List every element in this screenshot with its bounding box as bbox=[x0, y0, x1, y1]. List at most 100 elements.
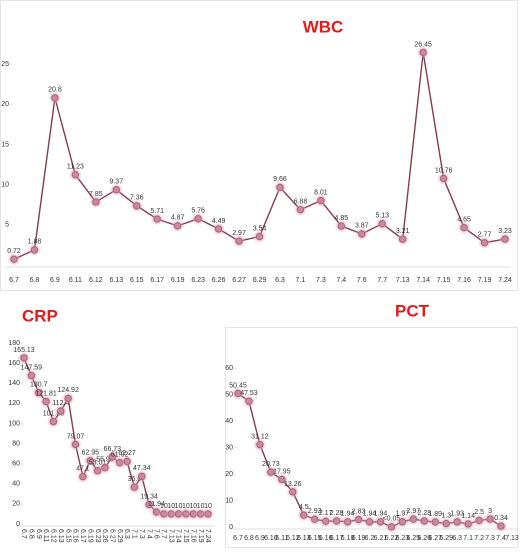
marker bbox=[300, 511, 308, 519]
marker bbox=[116, 459, 124, 467]
marker bbox=[419, 48, 427, 57]
marker bbox=[398, 518, 406, 526]
x-tick-label: 7.15 bbox=[182, 529, 189, 543]
marker bbox=[453, 518, 461, 526]
x-tick-label: 7.16 bbox=[189, 529, 196, 543]
marker bbox=[376, 518, 385, 526]
data-label: 8.01 bbox=[314, 189, 328, 196]
data-label: 66.73 bbox=[104, 446, 122, 453]
data-label: 112.4 bbox=[52, 400, 69, 407]
data-label: 47.1 bbox=[76, 465, 90, 472]
data-label: 31.12 bbox=[251, 433, 269, 440]
marker bbox=[101, 464, 109, 472]
marker bbox=[86, 457, 94, 465]
marker bbox=[130, 483, 138, 491]
x-tick-label: 7.16 bbox=[457, 277, 471, 284]
x-tick-label: 6.12 bbox=[286, 535, 300, 542]
data-label: 1.94 bbox=[341, 511, 355, 518]
data-label: 10 bbox=[204, 503, 212, 510]
x-tick-label: 6.2 bbox=[365, 535, 375, 542]
marker bbox=[475, 516, 483, 524]
x-tick-label: 7.13 bbox=[505, 535, 519, 542]
marker bbox=[365, 518, 374, 526]
x-tick-label: 6.26 bbox=[101, 529, 108, 543]
data-label: 1.93 bbox=[450, 511, 464, 518]
x-tick-label: 6.17 bbox=[330, 535, 344, 542]
marker bbox=[256, 441, 264, 449]
marker bbox=[234, 389, 242, 398]
y-tick-label: 40 bbox=[12, 481, 20, 488]
data-label: 147.59 bbox=[21, 364, 43, 371]
data-label: 1.89 bbox=[428, 511, 442, 518]
marker bbox=[174, 510, 183, 518]
data-label: 10 bbox=[197, 503, 205, 510]
data-label: 20.73 bbox=[262, 461, 280, 468]
x-tick-label: 6.9 bbox=[35, 529, 42, 539]
x-tick-label: 7.13 bbox=[167, 529, 174, 543]
marker bbox=[214, 225, 223, 233]
x-tick-label: 7.1 bbox=[296, 277, 306, 284]
data-label: 2.83 bbox=[352, 508, 366, 515]
y-tick-label: 15 bbox=[1, 141, 9, 148]
data-label: 62.95 bbox=[81, 450, 99, 457]
data-label: 19.34 bbox=[140, 493, 158, 500]
marker bbox=[153, 215, 161, 223]
x-tick-label: 6.8 bbox=[28, 529, 35, 539]
data-label: 2.17 bbox=[319, 510, 333, 517]
data-label: 4.65 bbox=[457, 216, 471, 223]
x-tick-label: 6.10 bbox=[264, 535, 278, 542]
x-tick-label: 7.24 bbox=[498, 277, 512, 284]
x-tick-label: 6.15 bbox=[64, 529, 71, 543]
x-tick-label: 7.4 bbox=[496, 535, 506, 542]
marker bbox=[35, 388, 43, 397]
marker bbox=[343, 518, 352, 526]
y-tick-label: 60 bbox=[225, 365, 233, 372]
x-tick-label: 6.16 bbox=[72, 529, 79, 543]
x-tick-label: 6.13 bbox=[57, 529, 64, 543]
x-tick-label: 7.15 bbox=[437, 277, 451, 284]
y-tick-label: 20 bbox=[1, 101, 9, 108]
marker bbox=[440, 174, 448, 183]
y-tick-label: 80 bbox=[12, 440, 20, 447]
marker bbox=[267, 468, 275, 476]
data-label: 36.6 bbox=[128, 476, 142, 483]
y-tick-label: 40 bbox=[225, 418, 233, 425]
y-tick-label: 10 bbox=[1, 181, 9, 188]
x-tick-label: 7.24 bbox=[204, 529, 211, 543]
marker bbox=[138, 472, 146, 481]
data-label: 7.85 bbox=[89, 191, 103, 198]
y-tick-label: 10 bbox=[225, 497, 233, 504]
marker bbox=[387, 523, 396, 531]
y-tick-label: 0 bbox=[16, 521, 20, 528]
marker bbox=[460, 224, 468, 232]
data-label: 165.13 bbox=[13, 347, 35, 354]
data-label: 9.66 bbox=[273, 176, 287, 183]
data-label: 13.26 bbox=[284, 481, 302, 488]
data-label: 4.87 bbox=[171, 215, 185, 222]
x-tick-label: 6.18 bbox=[341, 535, 355, 542]
marker bbox=[442, 519, 450, 528]
y-tick-label: 30 bbox=[225, 444, 233, 451]
data-label: 1.97 bbox=[396, 511, 410, 518]
y-tick-label: 25 bbox=[1, 61, 9, 68]
data-label: 53.01 bbox=[89, 460, 107, 467]
data-label: 0.72 bbox=[7, 248, 21, 255]
data-label: 1.94 bbox=[374, 511, 388, 518]
x-tick-label: 6.27 bbox=[232, 277, 246, 284]
x-tick-label: 7.1 bbox=[131, 529, 138, 539]
marker bbox=[276, 183, 284, 191]
data-label: 2.28 bbox=[418, 510, 432, 517]
x-tick-label: 6.7 bbox=[9, 277, 19, 284]
y-tick-label: 180 bbox=[8, 340, 20, 347]
marker bbox=[378, 220, 386, 228]
x-tick-label: 6.9 bbox=[255, 535, 265, 542]
x-tick-label: 6.7 bbox=[20, 529, 27, 539]
x-tick-label: 7.3 bbox=[485, 535, 495, 542]
x-tick-label: 7.6 bbox=[357, 277, 367, 284]
data-label: 4.49 bbox=[212, 218, 226, 225]
x-tick-label: 7.14 bbox=[175, 529, 182, 543]
x-tick-label: 6.3 bbox=[452, 535, 462, 542]
x-tick-label: 6.29 bbox=[253, 277, 267, 284]
data-label: 1.88 bbox=[28, 239, 42, 246]
data-label: 11.23 bbox=[67, 164, 84, 171]
